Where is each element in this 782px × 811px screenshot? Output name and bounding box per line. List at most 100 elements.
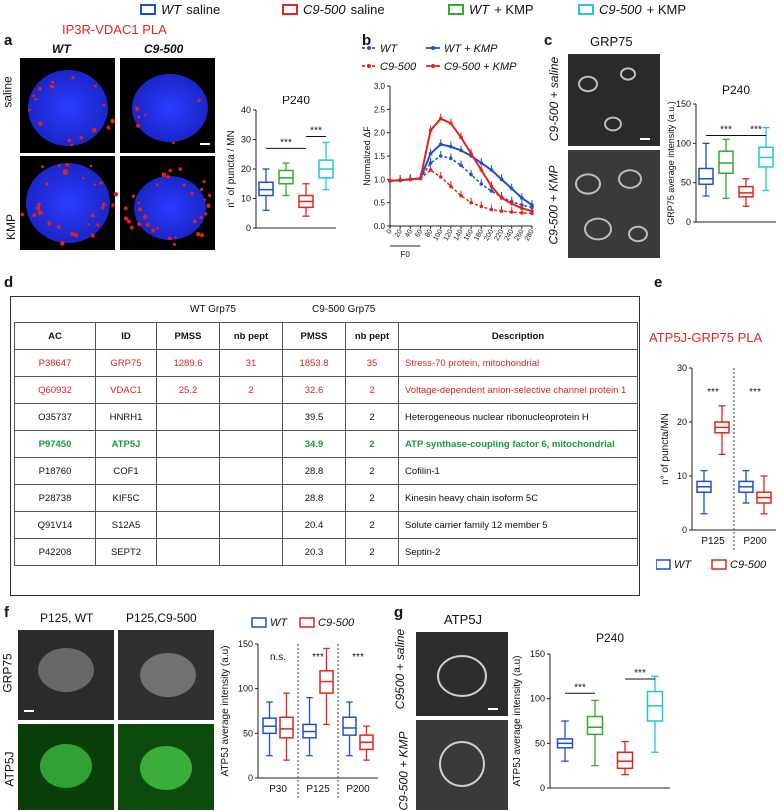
pla-puncta (123, 206, 128, 211)
chart-title: P240 (722, 84, 750, 97)
table-header-row: AC ID PMSS nb pept PMSS nb pept Descript… (14, 322, 638, 350)
data-point (438, 154, 443, 158)
table-cell: VDAC1 (95, 376, 157, 404)
data-point (489, 168, 494, 172)
y-tick-label: 0 (248, 773, 253, 783)
table-cell: SEPT2 (95, 538, 157, 566)
table-cell: P38647 (14, 349, 96, 377)
chart-title: P240 (596, 632, 624, 645)
box-plot (586, 699, 604, 767)
data-point (530, 203, 534, 207)
cell-body (140, 746, 192, 790)
data-point (428, 161, 433, 165)
legend-item-wt-kmp: WT + KMP (448, 2, 534, 17)
data-point (469, 172, 473, 177)
panel-a-title: IP3R-VDAC1 PLA (62, 22, 167, 37)
legend-label: C9-500 (730, 559, 767, 571)
table-row: P38647 GRP75 1289.6 31 1853.8 35 Stress-70 pro… (14, 349, 638, 377)
table-cell: GRP75 (95, 349, 157, 377)
panel-a-col-c9: C9-500 (144, 42, 184, 56)
cell-outline (575, 173, 601, 195)
data-point (469, 200, 473, 205)
panel-a-col-wt: WT (52, 42, 71, 56)
data-point (520, 206, 524, 211)
y-tick-label: 0 (686, 217, 691, 227)
pla-puncta (41, 165, 45, 169)
pla-puncta (32, 94, 35, 98)
y-tick-label: 10 (677, 471, 687, 481)
panel-c-micrographs (568, 54, 660, 258)
significance-label: *** (707, 387, 719, 398)
pla-puncta (90, 233, 95, 238)
y-tick-label: 2.0 (374, 129, 386, 138)
x-tick-label: P125 (701, 536, 725, 547)
pla-puncta (190, 191, 194, 196)
cell-outline (578, 75, 598, 93)
pla-puncta (35, 206, 41, 211)
pla-puncta (89, 164, 93, 168)
data-point (489, 189, 494, 193)
data-point (428, 151, 433, 156)
legend-marker (367, 64, 371, 68)
panel-letter-d: d (4, 274, 14, 291)
y-tick-label: 0 (246, 223, 251, 233)
pla-puncta (91, 128, 97, 133)
pla-puncta (199, 215, 203, 220)
pla-puncta (129, 225, 134, 230)
box (738, 185, 754, 198)
table-cell (156, 484, 220, 512)
table-cell: O35737 (14, 403, 96, 431)
data-point (509, 186, 514, 191)
pla-puncta (67, 138, 72, 143)
x-tick-label: 200 (483, 228, 495, 242)
pla-puncta (110, 118, 116, 124)
table-cell: HNRH1 (95, 403, 157, 431)
table-cell: 32.6 (282, 376, 346, 404)
pla-puncta (82, 176, 85, 180)
legend-label: WT (674, 559, 692, 571)
y-tick-label: 0 (682, 525, 687, 535)
data-point (479, 161, 484, 165)
box-plot (616, 740, 634, 776)
legend-label: C9-500 + KMP (444, 61, 517, 73)
x-tick-label: 240 (504, 228, 516, 242)
y-tick-label: 50 (243, 728, 253, 738)
chart-title: P240 (282, 96, 310, 107)
pla-puncta (65, 163, 70, 167)
table-cell: 2 (219, 376, 283, 404)
cell-body (40, 744, 92, 788)
table-cell: 2 (345, 484, 399, 512)
pla-puncta (145, 222, 150, 227)
data-point (479, 182, 484, 186)
x-axis-label: F0 (401, 250, 411, 259)
pla-puncta (203, 198, 207, 202)
table-cell: S12A5 (95, 511, 157, 539)
pla-puncta (70, 143, 74, 147)
y-tick-label: 150 (676, 99, 691, 109)
th-ac: AC (14, 322, 96, 350)
pla-puncta (194, 220, 197, 224)
pla-puncta (93, 84, 97, 88)
pla-puncta (207, 193, 212, 198)
table-row: O35737 HNRH1 39.5 2 Heterogeneous nuclear ri… (14, 403, 638, 431)
data-point (398, 178, 402, 183)
box-plot (319, 647, 334, 726)
panel-c-title: GRP75 (590, 34, 633, 49)
box (279, 716, 294, 739)
significance-label: *** (750, 124, 762, 135)
table-cell: 2 (345, 511, 399, 539)
data-point (509, 210, 514, 214)
pla-puncta (204, 212, 208, 216)
x-tick-label: 100 (433, 228, 445, 242)
data-point (438, 116, 443, 121)
pla-puncta (168, 236, 172, 241)
box-plot (298, 183, 314, 217)
y-tick-label: 100 (676, 138, 691, 148)
table-cell: 39.5 (282, 403, 346, 431)
box-plot (738, 469, 754, 504)
pla-puncta (111, 203, 115, 207)
y-tick-label: 150 (238, 639, 253, 649)
pla-puncta (207, 204, 211, 208)
pla-puncta (20, 212, 25, 217)
pla-puncta (197, 98, 202, 103)
